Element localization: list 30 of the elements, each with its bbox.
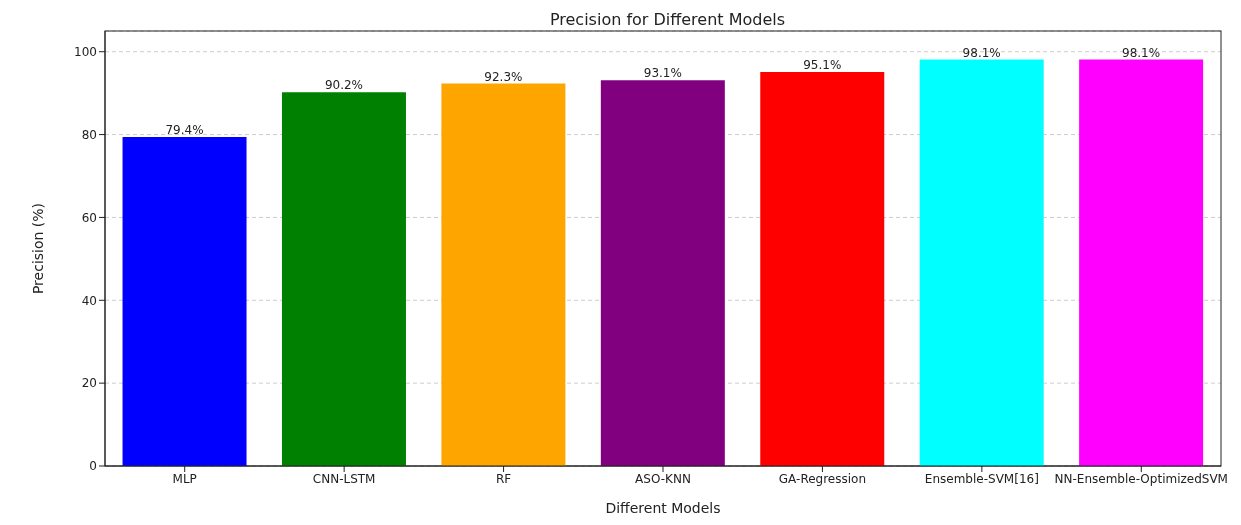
x-tick-label: GA-Regression (778, 471, 867, 486)
y-axis-title: Precision (%) (29, 202, 46, 295)
y-tick-label: 100 (74, 44, 97, 59)
data-label: 98.1% (1122, 45, 1161, 60)
y-tick-label: 40 (81, 293, 97, 308)
y-tick-label: 0 (89, 459, 97, 474)
data-label: 92.3% (484, 69, 523, 84)
data-label: 98.1% (962, 45, 1001, 60)
y-tick-label: 20 (81, 376, 97, 391)
x-tick-label: RF (495, 471, 512, 486)
x-tick-label: CNN-LSTM (312, 471, 376, 486)
chart-title: Precision for Different Models (548, 10, 787, 29)
data-label: 95.1% (803, 58, 842, 73)
x-tick-label: MLP (172, 471, 197, 486)
x-tick-label: ASO-KNN (635, 471, 691, 486)
bar (441, 83, 566, 466)
x-axis-title: Different Models (605, 500, 721, 516)
y-tick-label: 80 (81, 127, 97, 142)
data-label: 93.1% (643, 66, 682, 81)
bar (760, 72, 885, 466)
bar (600, 80, 725, 466)
data-label: 79.4% (165, 123, 204, 138)
bar (122, 137, 247, 466)
bar (919, 59, 1044, 466)
bar (281, 92, 406, 466)
y-tick-label: 60 (81, 210, 97, 225)
data-label: 90.2% (324, 78, 364, 93)
x-tick-label: Ensemble-SVM[16] (924, 471, 1039, 486)
x-tick-label: NN-Ensemble-OptimizedSVM (1054, 471, 1228, 486)
bar (1079, 59, 1204, 466)
